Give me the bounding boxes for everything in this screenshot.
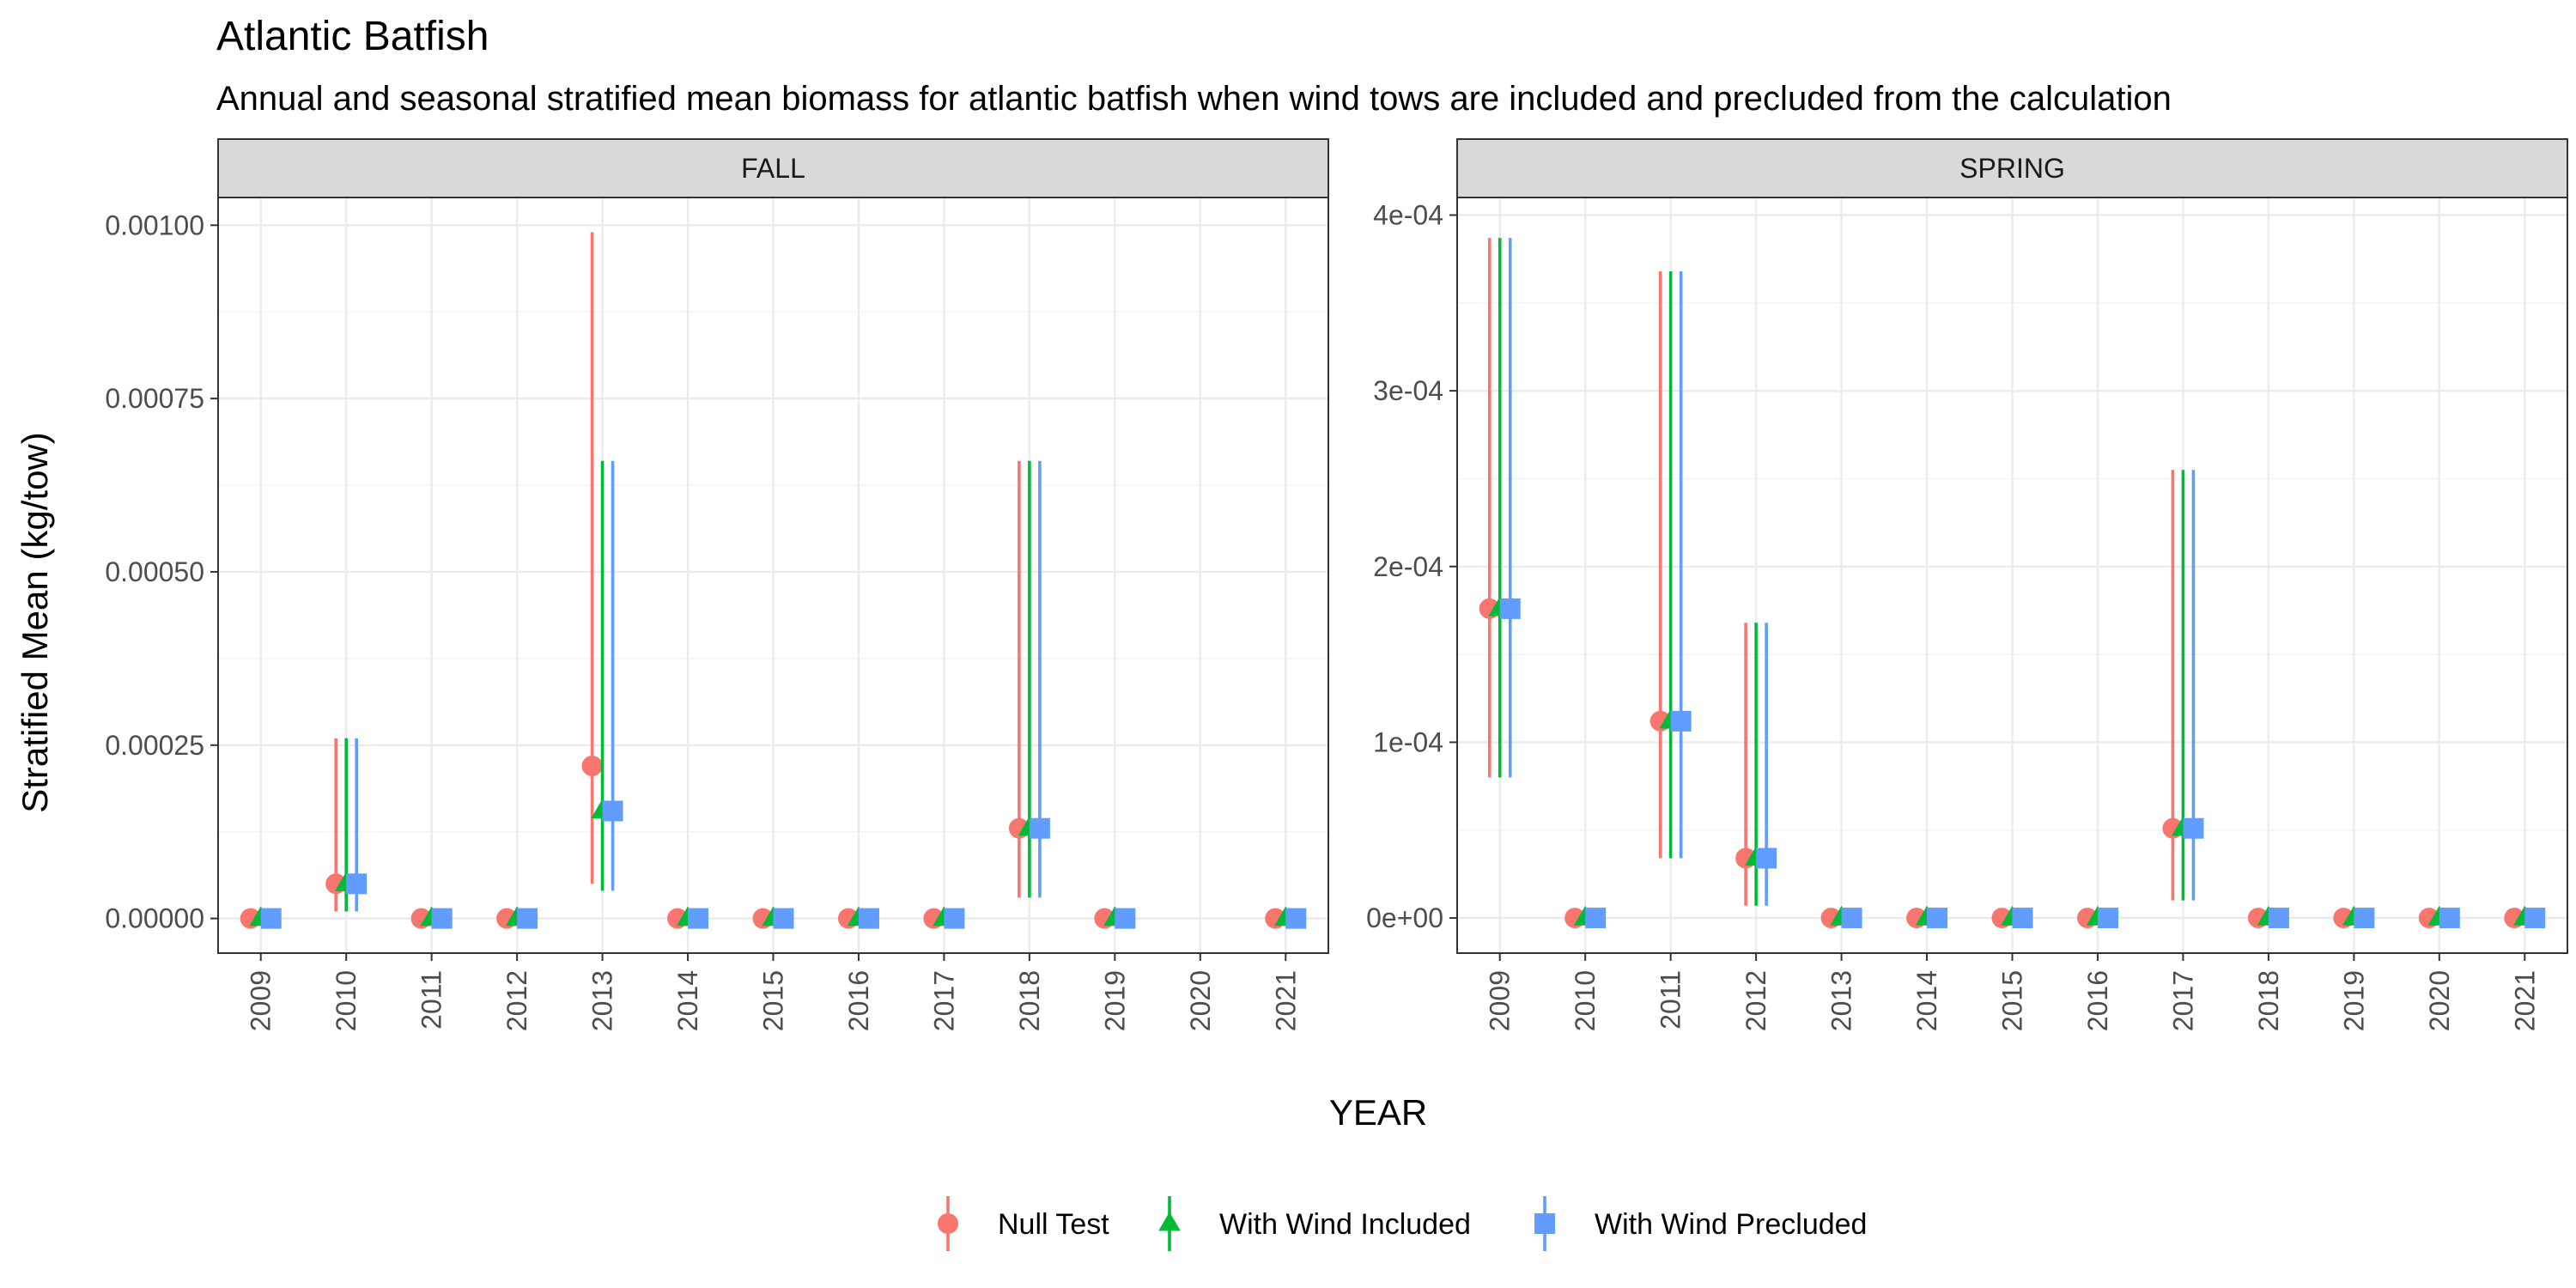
- x-tick-label: 2011: [416, 970, 447, 1030]
- x-tick-label: 2010: [1570, 970, 1601, 1031]
- x-tick-label: 2015: [758, 970, 789, 1031]
- legend-key-marker: [1158, 1212, 1181, 1231]
- x-tick-label: 2012: [1741, 970, 1771, 1031]
- data-point: [346, 873, 368, 895]
- x-tick-label: 2021: [1270, 970, 1301, 1031]
- data-point: [1927, 908, 1948, 929]
- x-tick-label: 2021: [2509, 970, 2540, 1031]
- data-point: [260, 908, 282, 929]
- data-point: [688, 908, 709, 929]
- series-null-test: [240, 232, 1286, 929]
- data-point: [1115, 908, 1136, 929]
- x-tick-label: 2015: [1997, 970, 2028, 1031]
- legend-label: Null Test: [998, 1208, 1109, 1241]
- facet-spring: SPRING 0e+00 1e-04 2e-04 3e-04 4e-04 2009 2010 2…: [1366, 138, 2568, 1031]
- data-point: [2183, 817, 2204, 839]
- y-tick-label: 0e+00: [1366, 902, 1443, 933]
- data-point: [2524, 908, 2546, 929]
- panel-border: [217, 197, 1329, 954]
- y-tick-label: 0.00050: [105, 556, 204, 587]
- y-axis-title: Stratified Mean (kg/tow): [15, 432, 55, 813]
- data-point: [517, 908, 538, 929]
- facet-strip: [1456, 138, 2568, 198]
- chart-subtitle: Annual and seasonal stratified mean biom…: [216, 80, 2172, 118]
- x-tick-label: 2009: [246, 970, 276, 1031]
- data-point: [602, 800, 623, 822]
- data-point: [2012, 908, 2033, 929]
- data-point: [2439, 908, 2460, 929]
- x-tick-label: 2016: [2082, 970, 2113, 1031]
- legend-item-with-wind-included: With Wind Included: [1158, 1196, 1471, 1251]
- y-tick-label: 3e-04: [1373, 375, 1443, 406]
- facet-fall: FALL 0.00000 0.00025 0.00050 0.00075 0.00100 2…: [105, 138, 1329, 1031]
- legend-key-marker: [938, 1213, 958, 1234]
- x-tick-label: 2018: [1014, 970, 1045, 1031]
- y-tick-label: 0.00025: [105, 730, 204, 761]
- y-tick-label: 0.00000: [105, 903, 204, 934]
- x-tick-label: 2012: [501, 970, 532, 1031]
- legend-label: With Wind Included: [1219, 1208, 1471, 1241]
- legend-key-marker: [1534, 1213, 1555, 1234]
- legend-item-with-wind-precluded: With Wind Precluded: [1534, 1196, 1867, 1251]
- data-point: [1756, 848, 1777, 869]
- x-tick-label: 2014: [1911, 970, 1942, 1031]
- x-tick-label: 2013: [587, 970, 618, 1031]
- x-tick-label: 2018: [2253, 970, 2284, 1031]
- x-tick-label: 2017: [2167, 970, 2198, 1031]
- series-with-wind-precluded: [260, 460, 1307, 929]
- data-point: [1029, 817, 1050, 839]
- legend-label: With Wind Precluded: [1595, 1208, 1867, 1241]
- data-point: [2268, 908, 2289, 929]
- data-point: [773, 908, 794, 929]
- data-point: [1585, 908, 1607, 929]
- data-point: [581, 756, 603, 777]
- x-tick-label: 2010: [331, 970, 361, 1031]
- x-tick-label: 2019: [1099, 970, 1130, 1031]
- x-tick-label: 2019: [2338, 970, 2369, 1031]
- data-point: [2097, 908, 2118, 929]
- data-point: [2354, 908, 2375, 929]
- facet-panels: FALL 0.00000 0.00025 0.00050 0.00075 0.00100 2…: [105, 138, 2568, 1031]
- facet-strip: [217, 138, 1329, 198]
- facet-label: FALL: [741, 153, 805, 184]
- x-tick-label: 2011: [1656, 970, 1686, 1030]
- series-null-test: [1479, 238, 2525, 929]
- x-tick-label: 2017: [928, 970, 959, 1031]
- data-point: [858, 908, 879, 929]
- y-tick-label: 1e-04: [1373, 726, 1443, 757]
- x-tick-label: 2020: [2424, 970, 2455, 1031]
- data-point: [431, 908, 453, 929]
- y-tick-label: 0.00100: [105, 210, 204, 240]
- chart-title: Atlantic Batfish: [216, 14, 489, 59]
- data-point: [1285, 908, 1307, 929]
- facet-label: SPRING: [1959, 153, 2065, 184]
- y-tick-label: 2e-04: [1373, 551, 1443, 582]
- x-tick-label: 2014: [672, 970, 703, 1031]
- x-tick-label: 2020: [1185, 970, 1216, 1031]
- x-tick-label: 2013: [1826, 970, 1857, 1031]
- series-with-wind-precluded: [1499, 238, 2546, 929]
- x-axis-title: YEAR: [1329, 1092, 1427, 1133]
- y-tick-label: 4e-04: [1373, 199, 1443, 230]
- data-point: [1499, 598, 1521, 619]
- x-tick-label: 2016: [843, 970, 874, 1031]
- y-tick-label: 0.00075: [105, 383, 204, 414]
- data-point: [944, 908, 965, 929]
- data-point: [1841, 908, 1862, 929]
- legend-item-null-test: Null Test: [938, 1196, 1109, 1251]
- panel-border: [1456, 197, 2568, 954]
- legend: Null Test With Wind Included With Wind Pre…: [938, 1196, 1867, 1251]
- x-tick-label: 2009: [1485, 970, 1516, 1031]
- data-point: [1670, 710, 1692, 732]
